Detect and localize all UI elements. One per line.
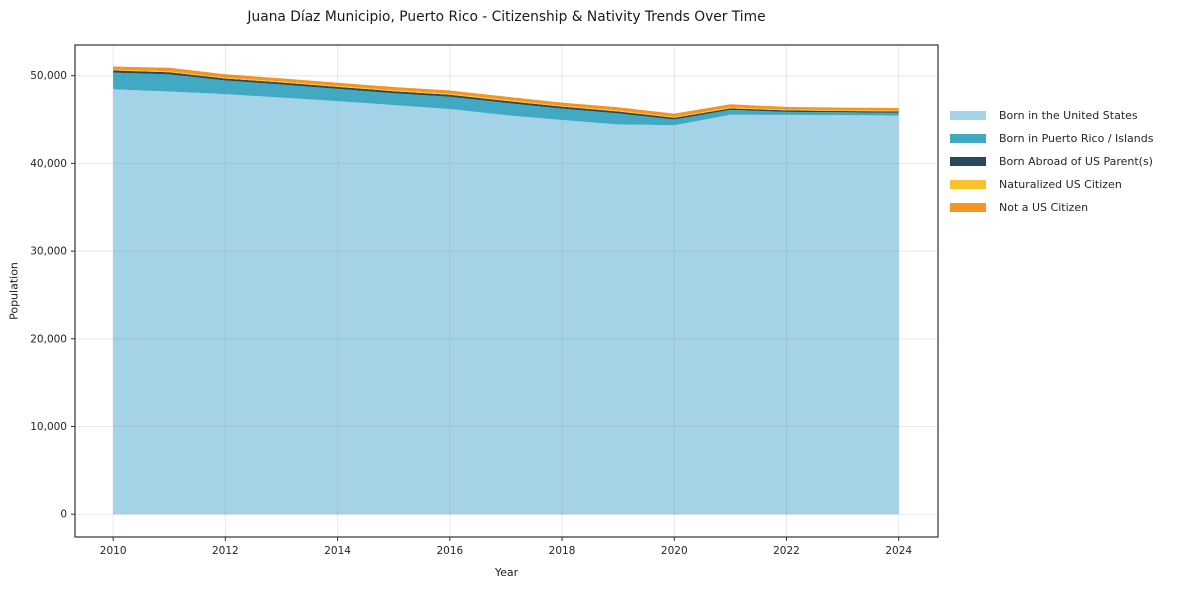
legend-swatch-icon [950, 133, 986, 144]
legend-label: Born in the United States [999, 109, 1138, 122]
legend-label: Born in Puerto Rico / Islands [999, 132, 1154, 145]
legend-swatch-icon [950, 179, 986, 190]
y-tick-label: 20,000 [30, 333, 67, 345]
area-series-0 [113, 89, 899, 515]
x-tick-label: 2012 [212, 545, 239, 557]
legend-item-0: Born in the United States [950, 104, 1153, 127]
legend-item-4: Not a US Citizen [950, 196, 1153, 219]
legend-swatch-icon [950, 156, 986, 167]
area-series-2 [113, 70, 899, 120]
y-axis-label: Population [7, 262, 21, 320]
area-series-1 [113, 72, 899, 126]
x-tick-label: 2010 [100, 545, 127, 557]
plot-border [74, 44, 939, 538]
y-tick-label: 50,000 [30, 70, 67, 82]
x-tick-label: 2018 [549, 545, 576, 557]
x-tick-label: 2016 [436, 545, 463, 557]
x-tick-label: 2024 [885, 545, 912, 557]
legend-label: Not a US Citizen [999, 201, 1089, 214]
legend-label: Naturalized US Citizen [999, 178, 1122, 191]
y-tick-label: 10,000 [30, 421, 67, 433]
legend-item-1: Born in Puerto Rico / Islands [950, 127, 1153, 150]
y-tick-label: 30,000 [30, 246, 67, 258]
area-series-4 [113, 66, 899, 117]
y-tick-label: 40,000 [30, 158, 67, 170]
x-tick-label: 2014 [324, 545, 351, 557]
legend-swatch-icon [950, 110, 986, 121]
chart-title: Juana Díaz Municipio, Puerto Rico - Citi… [247, 9, 766, 25]
legend-item-2: Born Abroad of US Parent(s) [950, 150, 1153, 173]
y-tick-label: 0 [60, 509, 67, 521]
legend: Born in the United States Born in Puerto … [950, 104, 1153, 219]
x-axis-label: Year [494, 566, 519, 579]
area-series-3 [113, 69, 899, 118]
x-tick-label: 2020 [661, 545, 688, 557]
x-tick-label: 2022 [773, 545, 800, 557]
legend-swatch-icon [950, 202, 986, 213]
legend-label: Born Abroad of US Parent(s) [999, 155, 1153, 168]
legend-item-3: Naturalized US Citizen [950, 173, 1153, 196]
